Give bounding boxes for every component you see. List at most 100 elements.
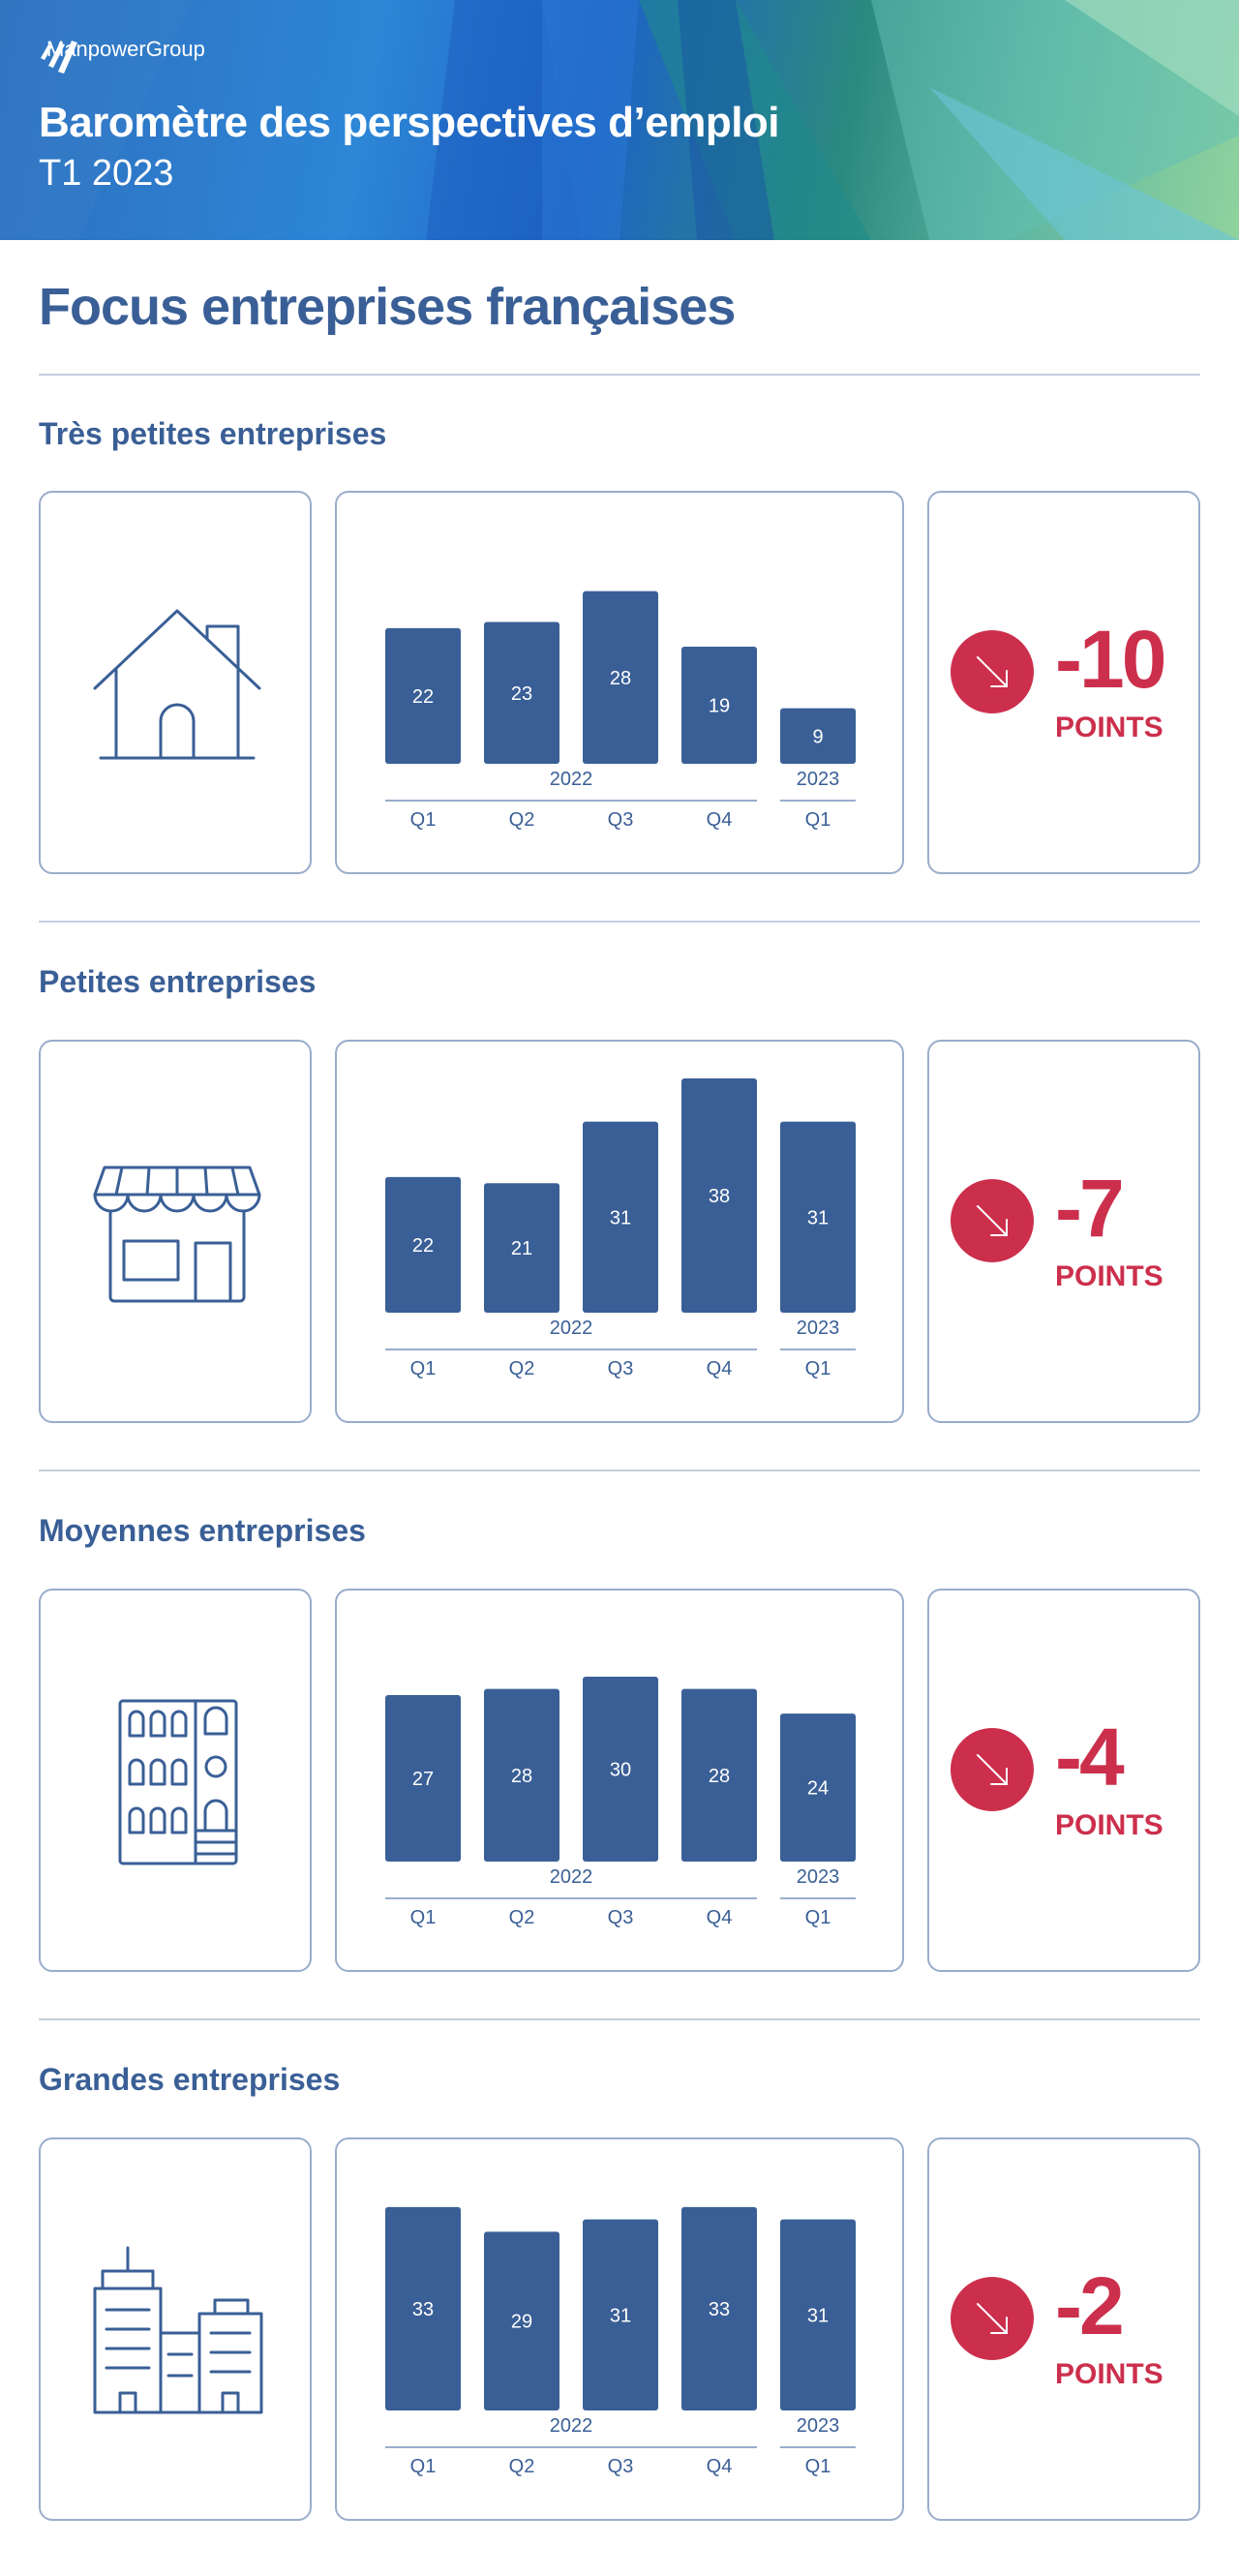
- divider: [39, 2018, 1200, 2020]
- bar-value-label: 31: [610, 1207, 631, 1228]
- bar: [484, 1688, 559, 1862]
- delta-unit: POINTS: [1055, 712, 1163, 743]
- x-tick-label: Q1: [805, 809, 831, 831]
- bar-value-label: 22: [412, 1235, 434, 1257]
- house-icon: [93, 609, 261, 760]
- bar-value-label: 19: [709, 696, 730, 717]
- bar-value-label: 28: [610, 668, 631, 689]
- bar: [780, 1121, 856, 1313]
- x-tick-label: Q1: [805, 1907, 831, 1928]
- delta-unit: POINTS: [1055, 2358, 1163, 2390]
- x-tick-label: Q2: [509, 1907, 535, 1928]
- bar: [780, 2219, 856, 2410]
- shop-icon: [93, 1166, 261, 1303]
- bar: [583, 591, 658, 764]
- bar-value-label: 31: [807, 1207, 829, 1228]
- bar-value-label: 38: [709, 1186, 730, 1207]
- bar-value-label: 28: [511, 1766, 532, 1787]
- arrow-down-right-icon: [977, 1754, 1008, 1785]
- office-towers-icon: [93, 2246, 263, 2414]
- icon-card-grandes: [39, 2137, 312, 2521]
- header-title: Baromètre des perspectives d’emploi: [39, 99, 780, 146]
- header-background-shapes: [0, 0, 1239, 240]
- bar-value-label: 27: [412, 1769, 434, 1790]
- delta-value: -7: [1055, 1163, 1125, 1254]
- trend-down-badge: [951, 1179, 1034, 1262]
- year-group-label: 2023: [797, 769, 840, 790]
- bar-chart-grandes: 33 Q1 29 Q2 31 Q3 33 Q4 31 Q1 2022 2023: [385, 2206, 856, 2477]
- delta-unit: POINTS: [1055, 1809, 1163, 1841]
- x-tick-label: Q3: [608, 809, 634, 831]
- bar-value-label: 22: [412, 686, 434, 708]
- x-tick-label: Q3: [608, 1907, 634, 1928]
- bar-value-label: 9: [812, 726, 823, 747]
- section-title-grandes: Grandes entreprises: [39, 2062, 341, 2097]
- icon-card-moyennes: [39, 1589, 312, 1972]
- divider: [39, 1470, 1200, 1471]
- bar-value-label: 31: [610, 2305, 631, 2326]
- divider: [39, 921, 1200, 923]
- bar-value-label: 30: [610, 1759, 631, 1780]
- delta-value: -10: [1055, 614, 1166, 705]
- bar-value-label: 21: [511, 1238, 532, 1259]
- bar-value-label: 33: [709, 2299, 730, 2320]
- year-group-label: 2023: [797, 2415, 840, 2437]
- arrow-down-right-icon: [977, 656, 1008, 687]
- bar: [681, 1078, 757, 1313]
- bar: [681, 2206, 757, 2410]
- bar: [780, 1713, 856, 1862]
- bar-value-label: 31: [807, 2305, 829, 2326]
- bar: [583, 1121, 658, 1313]
- x-tick-label: Q3: [608, 1358, 634, 1379]
- delta-card-moyennes: -4 POINTS: [927, 1589, 1200, 1972]
- bar: [681, 1688, 757, 1862]
- section-title-tres-petites: Très petites entreprises: [39, 416, 387, 451]
- bar-value-label: 33: [412, 2299, 434, 2320]
- year-group-label: 2022: [550, 1318, 593, 1339]
- building-icon: [118, 1699, 238, 1865]
- bar: [484, 2231, 559, 2410]
- x-tick-label: Q1: [410, 1907, 437, 1928]
- chart-card-petites: 22 Q1 21 Q2 31 Q3 38 Q4 31 Q1 2022 2023: [335, 1040, 904, 1423]
- x-tick-label: Q2: [509, 809, 535, 831]
- bar: [385, 1176, 461, 1313]
- page-title: Focus entreprises françaises: [39, 278, 736, 336]
- bar-value-label: 29: [511, 2312, 532, 2333]
- delta-value: -2: [1055, 2260, 1125, 2351]
- manpowergroup-logo-icon: [41, 41, 77, 74]
- x-tick-label: Q1: [410, 1358, 437, 1379]
- x-tick-label: Q4: [707, 1907, 733, 1928]
- bar: [484, 621, 559, 764]
- icon-card-petites: [39, 1040, 312, 1423]
- bar: [385, 2206, 461, 2410]
- bar-chart-petites: 22 Q1 21 Q2 31 Q3 38 Q4 31 Q1 2022 2023: [385, 1078, 856, 1379]
- chart-card-tres-petites: 22 Q1 23 Q2 28 Q3 19 Q4 9 Q1 2022 2023: [335, 491, 904, 874]
- bar: [681, 647, 757, 764]
- x-tick-label: Q3: [608, 2456, 634, 2477]
- header-subtitle: T1 2023: [39, 153, 174, 194]
- trend-down-badge: [951, 630, 1034, 713]
- delta-card-tres-petites: -10 POINTS: [927, 491, 1200, 874]
- arrow-down-right-icon: [977, 2303, 1008, 2334]
- section-title-petites: Petites entreprises: [39, 964, 317, 999]
- x-tick-label: Q1: [805, 2456, 831, 2477]
- icon-card-tres-petites: [39, 491, 312, 874]
- year-group-label: 2023: [797, 1318, 840, 1339]
- year-group-label: 2022: [550, 1866, 593, 1888]
- x-tick-label: Q2: [509, 2456, 535, 2477]
- section-title-moyennes: Moyennes entreprises: [39, 1513, 366, 1548]
- bar-value-label: 24: [807, 1778, 829, 1800]
- bar: [484, 1183, 559, 1313]
- x-tick-label: Q4: [707, 2456, 733, 2477]
- delta-card-grandes: -2 POINTS: [927, 2137, 1200, 2521]
- bar-chart-moyennes: 27 Q1 28 Q2 30 Q3 28 Q4 24 Q1 2022 2023: [385, 1676, 856, 1928]
- x-tick-label: Q1: [805, 1358, 831, 1379]
- x-tick-label: Q1: [410, 809, 437, 831]
- x-tick-label: Q4: [707, 809, 733, 831]
- arrow-down-right-icon: [977, 1205, 1008, 1236]
- bar: [385, 1695, 461, 1862]
- trend-down-badge: [951, 2277, 1034, 2360]
- bar: [583, 1676, 658, 1862]
- divider: [39, 374, 1200, 376]
- bar-chart-tres-petites: 22 Q1 23 Q2 28 Q3 19 Q4 9 Q1 2022 2023: [385, 591, 856, 831]
